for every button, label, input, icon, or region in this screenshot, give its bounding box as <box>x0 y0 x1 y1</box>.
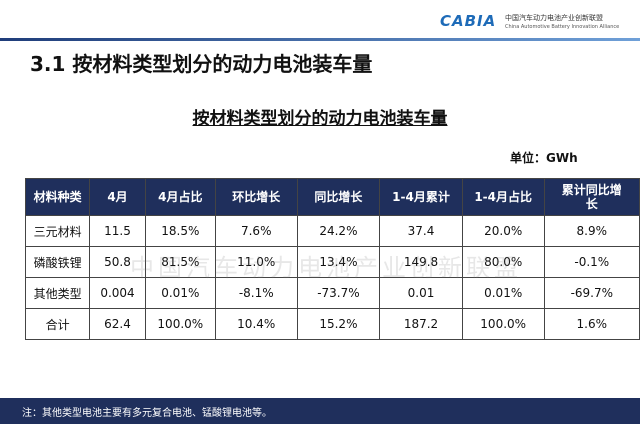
column-header: 4月 <box>89 178 146 216</box>
cell: 0.01% <box>461 277 545 309</box>
cell: 50.8 <box>89 246 146 278</box>
cell: 13.4% <box>296 246 381 278</box>
cell: 187.2 <box>379 308 463 340</box>
cell: 0.01% <box>144 277 216 309</box>
cell: 37.4 <box>379 215 463 247</box>
cell: -8.1% <box>214 277 298 309</box>
cell: 20.0% <box>461 215 545 247</box>
cell: 7.6% <box>214 215 298 247</box>
column-header: 1-4月累计 <box>379 178 463 216</box>
logo: CABIA <box>440 12 497 30</box>
column-header: 累计同比增长 <box>543 178 640 216</box>
cell: 8.9% <box>543 215 640 247</box>
column-header: 同比增长 <box>296 178 381 216</box>
column-header: 1-4月占比 <box>461 178 545 216</box>
table-row: 其他类型 0.004 0.01% -8.1% -73.7% 0.01 0.01% -69.7% <box>24 277 640 309</box>
row-label: 三元材料 <box>24 215 91 247</box>
cell: 0.01 <box>379 277 463 309</box>
column-header: 4月占比 <box>144 178 216 216</box>
cell: 100.0% <box>461 308 545 340</box>
column-header: 环比增长 <box>214 178 298 216</box>
cell: -69.7% <box>543 277 640 309</box>
slide-title: 3.1 按材料类型划分的动力电池装车量 <box>30 52 373 76</box>
cell: 1.6% <box>543 308 640 340</box>
cell: 15.2% <box>296 308 381 340</box>
footer-bar <box>0 398 640 424</box>
table-row: 合计 62.4 100.0% 10.4% 15.2% 187.2 100.0% 1.6% <box>24 308 640 340</box>
header-rule <box>0 38 640 41</box>
cell: -73.7% <box>296 277 381 309</box>
data-table: 材料种类 4月 4月占比 环比增长 同比增长 1-4月累计 1-4月占比 累计同比增长 三元材… <box>24 178 640 340</box>
unit: 单位：GWh <box>510 151 578 165</box>
cell: 10.4% <box>214 308 298 340</box>
org-name: 中国汽车动力电池产业创新联盟 <box>505 14 603 22</box>
row-label: 合计 <box>24 308 91 340</box>
cell: 62.4 <box>89 308 146 340</box>
watermark: 中国汽车动力电池产业创新联盟 <box>130 254 522 282</box>
cell: 18.5% <box>144 215 216 247</box>
cell: -0.1% <box>543 246 640 278</box>
table-body: 三元材料 11.5 18.5% 7.6% 24.2% 37.4 20.0% 8.9% 磷酸铁锂 5… <box>24 215 640 340</box>
table-row: 三元材料 11.5 18.5% 7.6% 24.2% 37.4 20.0% 8.9% <box>24 215 640 247</box>
footnote: 注：其他类型电池主要有多元复合电池、锰酸锂电池等。 <box>22 408 272 419</box>
column-header: 材料种类 <box>24 178 91 216</box>
row-label: 其他类型 <box>24 277 91 309</box>
cell: 11.5 <box>89 215 146 247</box>
cell: 100.0% <box>144 308 216 340</box>
cell: 0.004 <box>89 277 146 309</box>
cell: 24.2% <box>296 215 381 247</box>
header-row: 材料种类 4月 4月占比 环比增长 同比增长 1-4月累计 1-4月占比 累计同比增长 <box>24 178 640 216</box>
table-row: 磷酸铁锂 50.8 81.5% 11.0% 13.4% 149.8 80.0% -0.1% <box>24 246 640 278</box>
table-title-box: 按材料类型划分的动力电池装车量 <box>0 104 640 129</box>
org-name-en: China Automotive Battery Innovation Alli… <box>505 24 620 30</box>
table-title: 按材料类型划分的动力电池装车量 <box>192 109 448 129</box>
row-label: 磷酸铁锂 <box>24 246 91 278</box>
